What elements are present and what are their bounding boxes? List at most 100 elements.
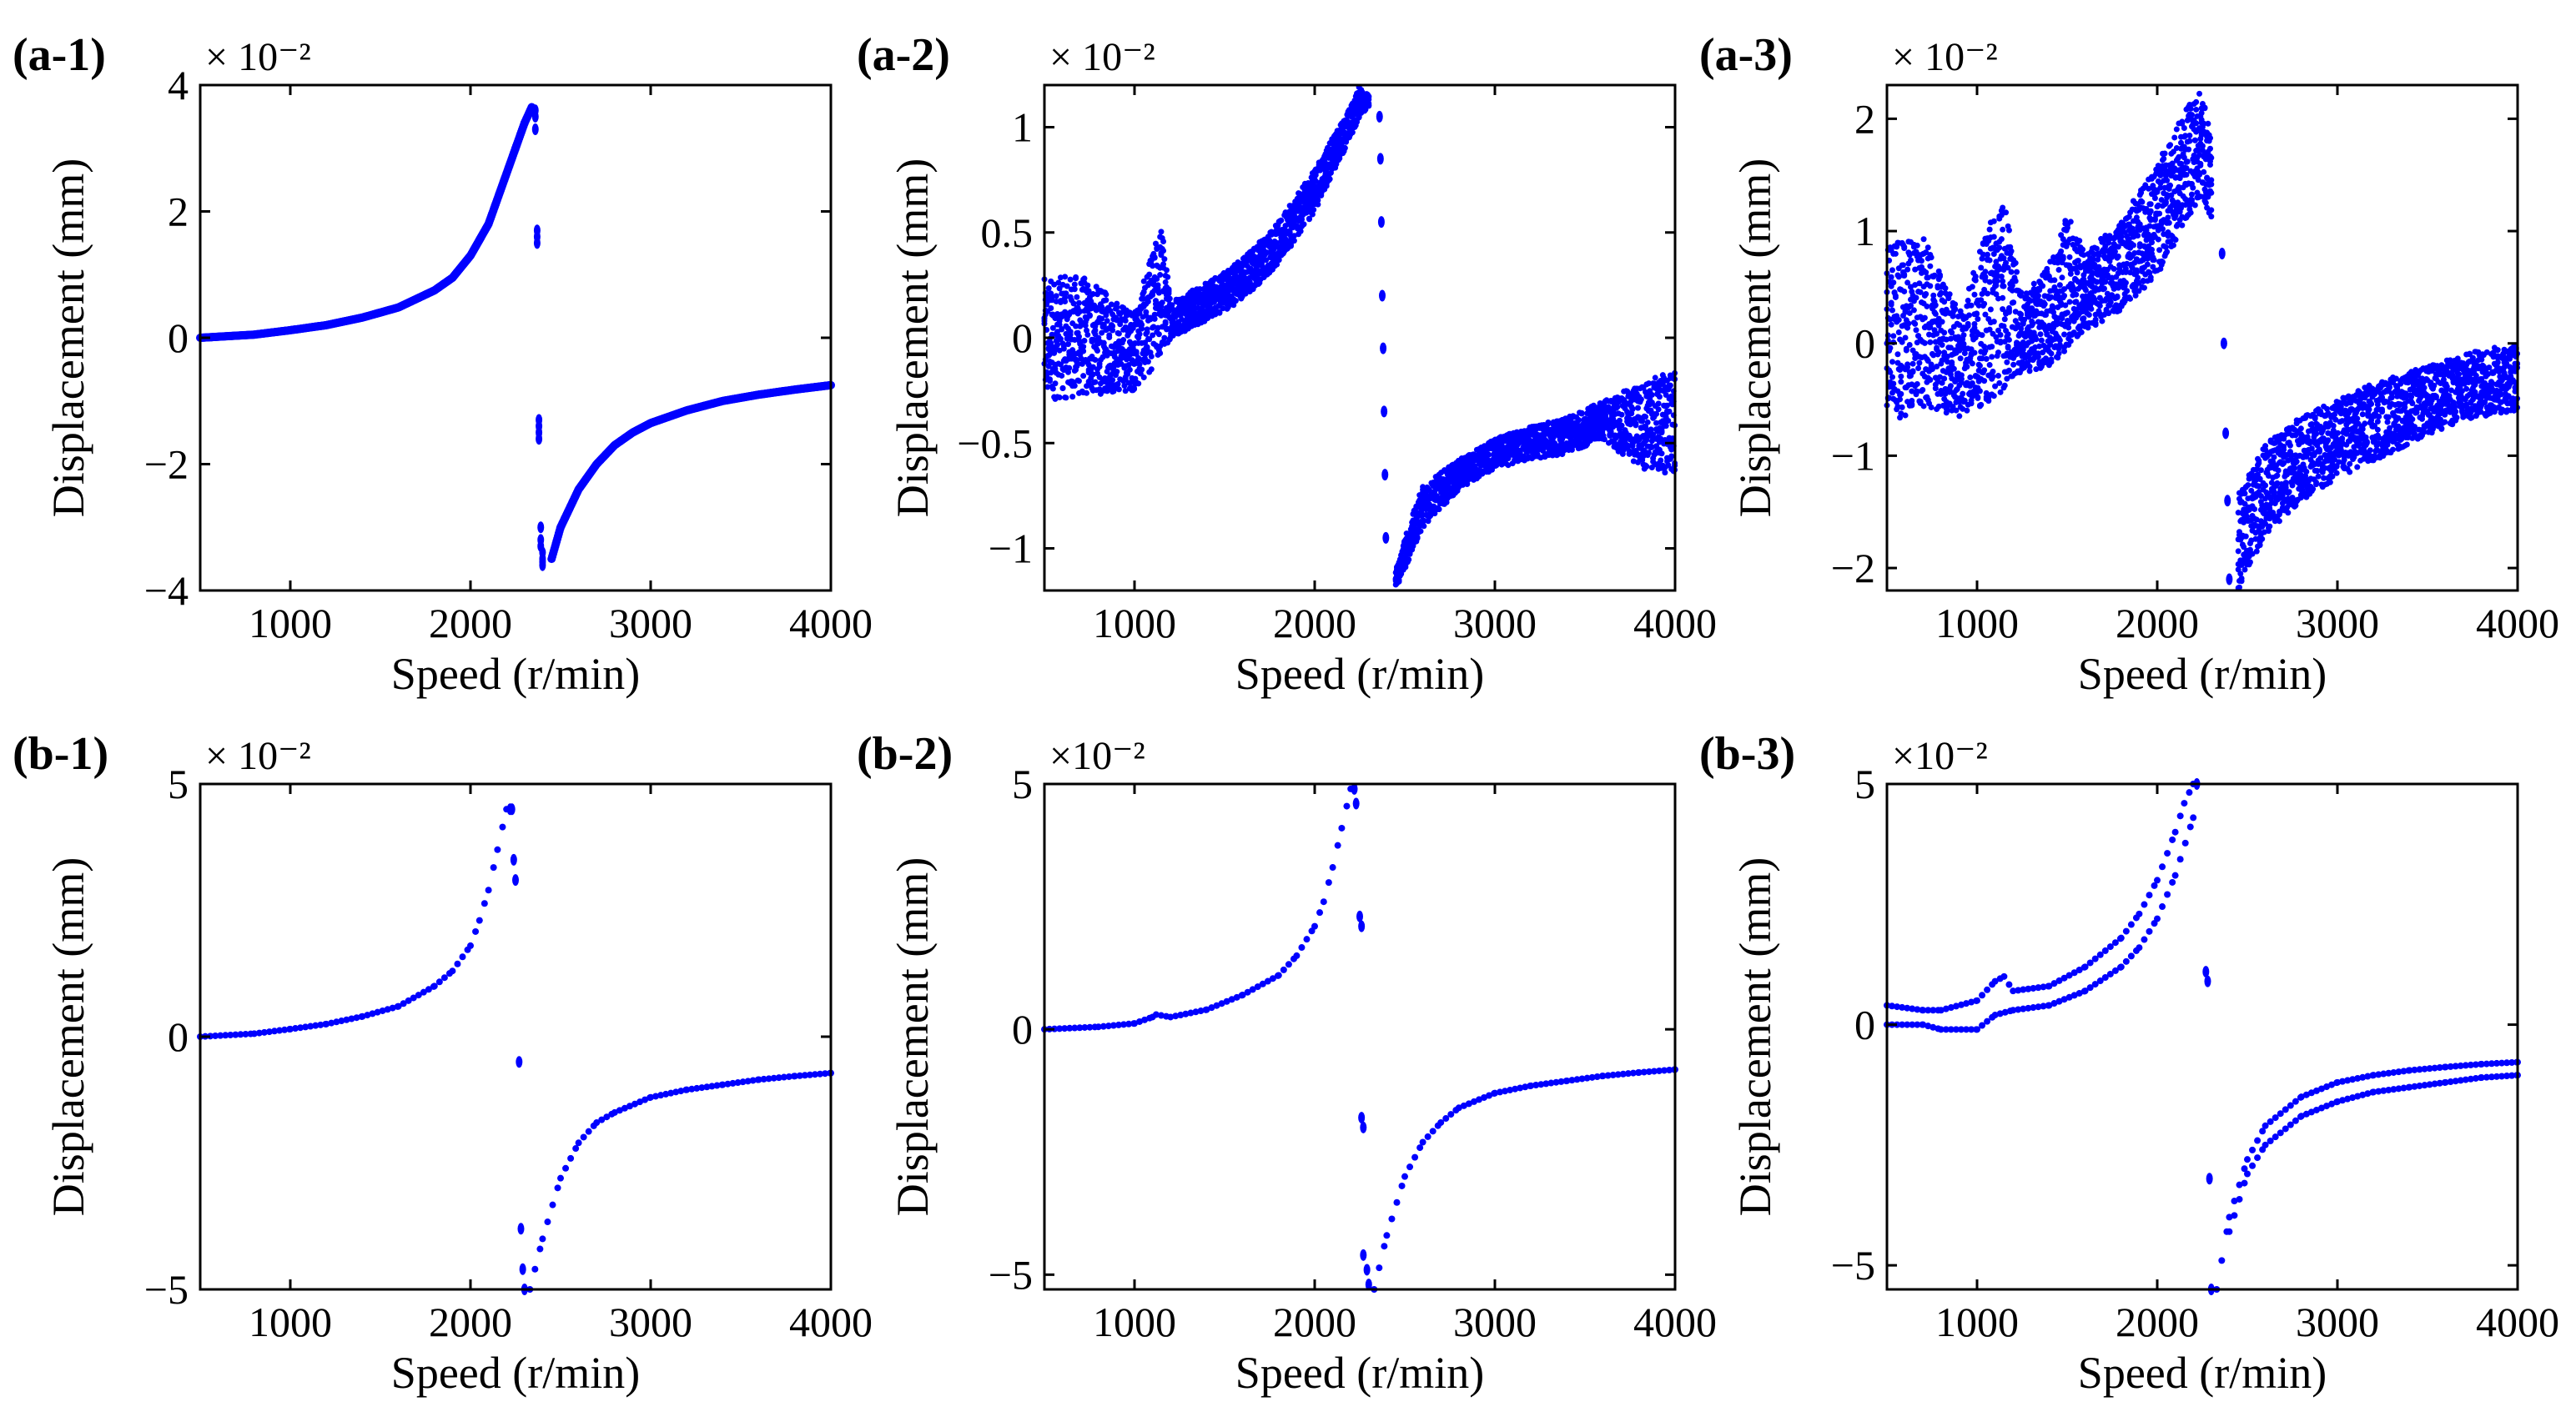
data-point: [1655, 400, 1662, 407]
data-point: [2005, 304, 2012, 311]
data-point: [1920, 236, 1927, 243]
y-tick-label: −2: [144, 441, 189, 488]
data-point: [1890, 380, 1897, 387]
data-point: [1638, 396, 1644, 403]
data-point: [1667, 382, 1673, 389]
x-tick-label: 2000: [1273, 600, 1356, 646]
data-point: [1935, 349, 1942, 355]
data-point: [1982, 274, 1989, 280]
data-point: [1315, 201, 1321, 208]
data-point: [1057, 274, 1064, 281]
data-point: [1545, 420, 1552, 427]
data-point: [1995, 349, 2001, 356]
data-point: [1898, 379, 1904, 385]
data-point: [1071, 281, 1078, 288]
data-point: [1932, 310, 1939, 317]
data-point: [1981, 367, 1988, 374]
data-point: [1964, 364, 1970, 370]
data-point: [1366, 93, 1372, 100]
data-point: [1080, 373, 1087, 379]
data-point: [1046, 378, 1053, 384]
data-point: [1165, 288, 1172, 294]
data-point: [1114, 369, 1120, 375]
data-point: [1049, 294, 1055, 300]
data-point: [1093, 304, 1099, 311]
data-point: [1901, 288, 1908, 294]
data-point: [1103, 312, 1109, 319]
data-point: [1377, 216, 1385, 229]
data-point: [1086, 312, 1093, 319]
data-point: [1987, 306, 1994, 313]
data-point: [1895, 317, 1902, 324]
data-point: [1414, 534, 1421, 540]
data-point: [1575, 417, 1582, 424]
data-point: [1104, 318, 1110, 324]
data-point: [1092, 379, 1099, 385]
data-point: [1165, 274, 1171, 280]
x-axis-label: Speed (r/min): [1235, 649, 1484, 699]
data-point: [1899, 404, 1905, 410]
data-point: [1059, 384, 1066, 391]
data-point: [1976, 388, 1983, 394]
data-point: [1919, 386, 1926, 393]
data-point: [1668, 453, 1675, 460]
data-point: [531, 123, 539, 136]
data-point: [1924, 244, 1931, 251]
data-point: [1663, 423, 1669, 430]
data-point: [1073, 323, 1079, 329]
data-point: [2000, 283, 2007, 289]
data-point: [1075, 378, 1082, 384]
data-point: [2005, 227, 2012, 234]
data-point: [1979, 332, 1985, 339]
y-axis-label: Displacement (mm): [888, 158, 938, 517]
data-point: [1902, 412, 1909, 419]
data-point: [1894, 351, 1901, 358]
data-point: [1080, 344, 1087, 350]
data-point: [1157, 349, 1164, 356]
data-point: [1122, 318, 1129, 324]
data-point: [1635, 404, 1642, 411]
data-point: [1901, 244, 1908, 250]
y-tick-label: 0: [1012, 314, 1033, 361]
data-point: [1081, 275, 1088, 282]
data-point: [1932, 302, 1939, 309]
data-point: [1103, 297, 1109, 304]
data-point: [1155, 282, 1161, 289]
data-point: [1381, 469, 1389, 481]
data-point: [1990, 393, 1997, 399]
data-point: [1073, 275, 1079, 282]
data-point: [1089, 364, 1096, 370]
data-point: [1053, 298, 1059, 304]
data-point: [1140, 374, 1147, 381]
data-point: [1978, 401, 1985, 408]
data-point: [1986, 257, 1993, 264]
exponent-label: × 10⁻²: [1892, 35, 1998, 79]
data-point: [1464, 480, 1471, 487]
data-point: [1909, 369, 1916, 375]
data-point: [1952, 306, 1959, 313]
data-point: [1901, 273, 1908, 279]
data-point: [1990, 319, 1997, 325]
data-point: [1155, 331, 1162, 338]
data-point: [1326, 176, 1333, 183]
data-point: [1380, 342, 1387, 354]
data-point: [1904, 361, 1911, 368]
data-point: [1045, 363, 1052, 369]
data-point: [1888, 321, 1894, 328]
data-point: [1103, 291, 1109, 298]
data-point: [1059, 372, 1065, 379]
data-point: [1382, 531, 1390, 544]
marker-group: [196, 103, 835, 571]
data-point: [1071, 286, 1078, 293]
data-point: [1892, 250, 1899, 257]
data-point: [1381, 405, 1388, 418]
data-point: [1924, 303, 1930, 309]
data-point: [1908, 257, 1914, 264]
data-point: [1140, 295, 1146, 302]
data-point: [1889, 374, 1895, 380]
data-point: [1965, 312, 1972, 319]
data-point: [1958, 372, 1965, 379]
data-point: [1071, 383, 1078, 389]
